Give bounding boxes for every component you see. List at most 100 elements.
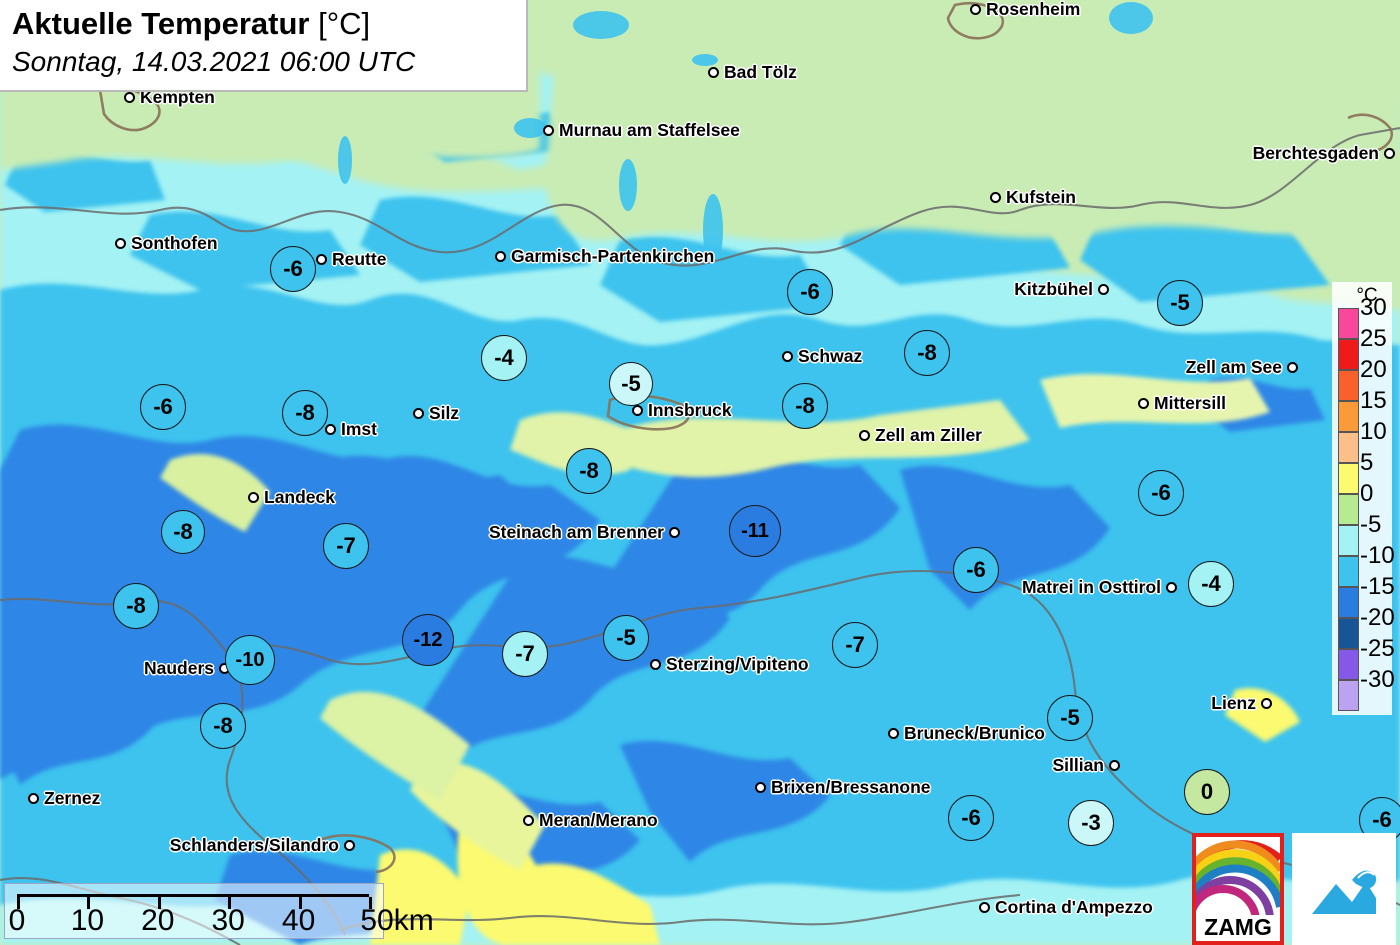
alpine-forecast-logo[interactable] <box>1292 833 1396 945</box>
legend-value-label: 20 <box>1360 356 1387 383</box>
city-marker: Garmisch-Partenkirchen <box>495 247 714 265</box>
temperature-bubble[interactable]: -8 <box>161 510 205 554</box>
city-label: Bad Tölz <box>724 62 797 82</box>
legend-value-label: -20 <box>1360 604 1395 631</box>
city-marker: Reutte <box>316 250 386 268</box>
temperature-bubble[interactable]: -6 <box>1138 470 1184 516</box>
scale-tick-label: 10 <box>70 904 105 937</box>
city-marker: Sonthofen <box>115 234 218 252</box>
city-dot-icon <box>28 792 39 804</box>
city-dot-icon <box>970 3 981 15</box>
map-timestamp: Sonntag, 14.03.2021 06:00 UTC <box>12 46 416 77</box>
legend-value-label: -30 <box>1360 666 1395 693</box>
city-marker: Mittersill <box>1138 394 1226 412</box>
city-dot-icon <box>1287 361 1298 373</box>
city-dot-icon <box>1138 397 1149 409</box>
legend-color-swatch <box>1338 463 1359 494</box>
city-label: Schwaz <box>798 346 863 366</box>
city-marker: Kitzbühel <box>1014 280 1109 298</box>
temperature-bubble[interactable]: -7 <box>832 622 878 668</box>
city-dot-icon <box>979 901 990 913</box>
temperature-bubble[interactable]: -4 <box>1188 561 1234 607</box>
legend-color-swatch <box>1338 525 1359 556</box>
zamg-wordmark: ZAMG <box>1196 915 1280 940</box>
city-marker: Zernez <box>28 789 100 807</box>
map-title-box: Aktuelle Temperatur [°C] Sonntag, 14.03.… <box>0 0 528 92</box>
temperature-bubble[interactable]: -10 <box>225 635 275 685</box>
legend-value-label: -10 <box>1360 542 1395 569</box>
city-label: Innsbruck <box>648 400 732 420</box>
city-marker: Zell am See <box>1186 358 1298 376</box>
legend-color-swatch <box>1338 339 1359 370</box>
city-marker: Matrei in Osttirol <box>1022 578 1177 596</box>
legend-color-swatch <box>1338 432 1359 463</box>
legend-color-swatch <box>1338 587 1359 618</box>
temperature-bubble[interactable]: -8 <box>282 390 328 436</box>
city-marker: Bad Tölz <box>708 63 797 81</box>
legend-value-label: -5 <box>1360 511 1382 538</box>
legend-color-swatch <box>1338 370 1359 401</box>
city-label: Matrei in Osttirol <box>1021 577 1161 597</box>
zamg-logo[interactable]: ZAMG <box>1192 833 1284 945</box>
city-label: Murnau am Staffelsee <box>559 120 740 140</box>
temperature-bubble[interactable]: -11 <box>729 505 781 557</box>
legend-value-label: 10 <box>1360 418 1387 445</box>
city-marker: Schlanders/Silandro <box>170 836 355 854</box>
city-label: Kitzbühel <box>1014 279 1093 299</box>
city-label: Imst <box>341 419 377 439</box>
city-marker: Rosenheim <box>970 0 1080 18</box>
city-label: Zell am See <box>1185 357 1282 377</box>
city-dot-icon <box>669 526 680 538</box>
temperature-bubble[interactable]: -6 <box>270 246 316 292</box>
temperature-bubble[interactable]: -8 <box>113 583 159 629</box>
scale-tick-label: 50km <box>360 904 434 937</box>
temperature-bubble[interactable]: -6 <box>787 269 833 315</box>
temperature-bubble[interactable]: -5 <box>1047 695 1093 741</box>
scale-tick-label: 30 <box>211 904 245 937</box>
city-marker: Zell am Ziller <box>859 426 982 444</box>
temperature-bubble[interactable]: -6 <box>953 547 999 593</box>
temperature-bubble[interactable]: -5 <box>1157 280 1203 326</box>
city-marker: Steinach am Brenner <box>489 523 680 541</box>
temperature-bubble[interactable]: 0 <box>1184 769 1230 815</box>
city-marker: Sterzing/Vipiteno <box>650 655 809 673</box>
city-marker: Meran/Merano <box>523 811 658 829</box>
temperature-bubble[interactable]: -7 <box>323 523 369 569</box>
legend-value-label: 25 <box>1360 325 1387 352</box>
legend-color-swatch <box>1338 494 1359 525</box>
city-dot-icon <box>316 253 327 265</box>
city-dot-icon <box>888 727 899 739</box>
temperature-bubble[interactable]: -8 <box>782 383 828 429</box>
city-dot-icon <box>543 124 554 136</box>
legend-color-swatch <box>1338 618 1359 649</box>
title-unit-text: [°C] <box>318 6 371 41</box>
legend-color-swatch <box>1338 556 1359 587</box>
legend-color-swatch <box>1338 308 1359 339</box>
legend-value-label: 30 <box>1360 294 1387 321</box>
temperature-bubble[interactable]: -4 <box>481 335 527 381</box>
temperature-bubble[interactable]: -7 <box>502 631 548 677</box>
city-label: Garmisch-Partenkirchen <box>511 246 715 266</box>
city-dot-icon <box>115 237 126 249</box>
city-marker: Nauders <box>144 659 230 677</box>
title-main-text: Aktuelle Temperatur <box>12 6 310 41</box>
city-marker: Sillian <box>1052 756 1120 774</box>
legend-color-swatch <box>1338 680 1359 711</box>
city-label: Landeck <box>264 487 335 507</box>
mountain-icon <box>1312 870 1377 914</box>
city-dot-icon <box>523 814 534 826</box>
temperature-bubble[interactable]: -6 <box>948 795 994 841</box>
city-label: Brixen/Bressanone <box>771 777 931 797</box>
temperature-bubble[interactable]: -3 <box>1068 800 1114 846</box>
temperature-bubble[interactable]: -6 <box>140 384 186 430</box>
temperature-bubble[interactable]: -5 <box>603 615 649 661</box>
temperature-bubble[interactable]: -8 <box>904 330 950 376</box>
legend-color-swatch <box>1338 401 1359 432</box>
city-label: Silz <box>429 403 460 423</box>
temperature-bubble[interactable]: -12 <box>402 614 454 666</box>
legend-value-label: 5 <box>1360 449 1374 476</box>
temperature-bubble[interactable]: -8 <box>566 448 612 494</box>
temperature-bubble[interactable]: -5 <box>609 362 653 406</box>
temperature-bubble[interactable]: -8 <box>200 703 246 749</box>
